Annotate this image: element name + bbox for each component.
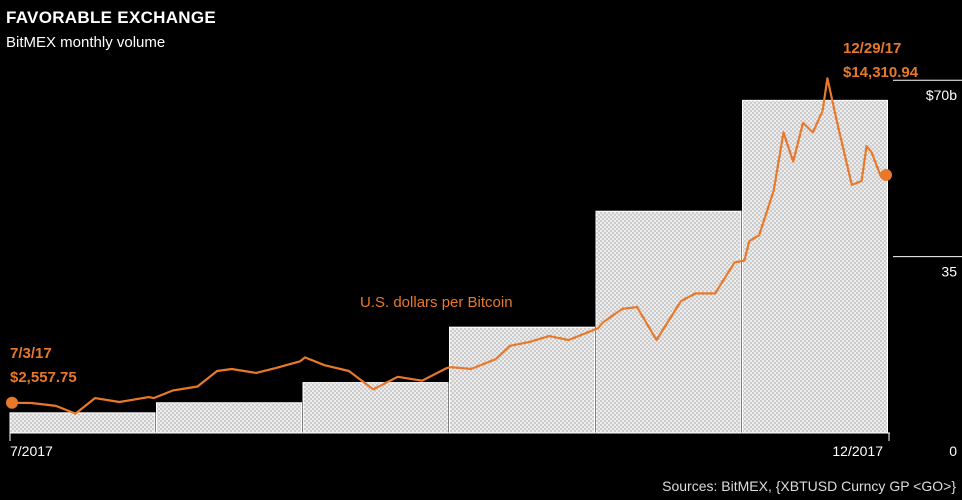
volume-bar-1 (9, 412, 156, 434)
end-point-marker (880, 168, 892, 181)
start-point-marker (6, 396, 18, 409)
y-tick-label-0: 0 (949, 443, 957, 459)
x-tick-label-last: 12/2017 (832, 443, 883, 459)
axis-group: 7/2017 12/2017 (9, 432, 890, 459)
volume-bar-6 (742, 99, 888, 434)
volume-bar-2 (156, 402, 302, 434)
x-tick-label-first: 7/2017 (10, 443, 53, 459)
y-tick-label-2: $70b (926, 87, 957, 103)
line-series-label: U.S. dollars per Bitcoin (360, 294, 513, 311)
price-line (11, 77, 887, 415)
volume-bars (9, 99, 888, 434)
volume-bar-3 (302, 382, 449, 434)
start-date-label: 7/3/17 (10, 345, 52, 362)
chart-subtitle: BitMEX monthly volume (6, 34, 166, 51)
volume-bar-4 (449, 326, 595, 434)
end-date-label: 12/29/17 (843, 40, 901, 57)
end-value-label: $14,310.94 (843, 64, 919, 81)
start-value-label: $2,557.75 (10, 369, 77, 386)
source-note: Sources: BitMEX, {XBTUSD Curncy GP <GO>} (662, 478, 956, 494)
chart-title: FAVORABLE EXCHANGE (6, 8, 217, 27)
y-axis: 0 35 $70b (893, 79, 962, 459)
y-tick-label-1: 35 (941, 264, 957, 280)
